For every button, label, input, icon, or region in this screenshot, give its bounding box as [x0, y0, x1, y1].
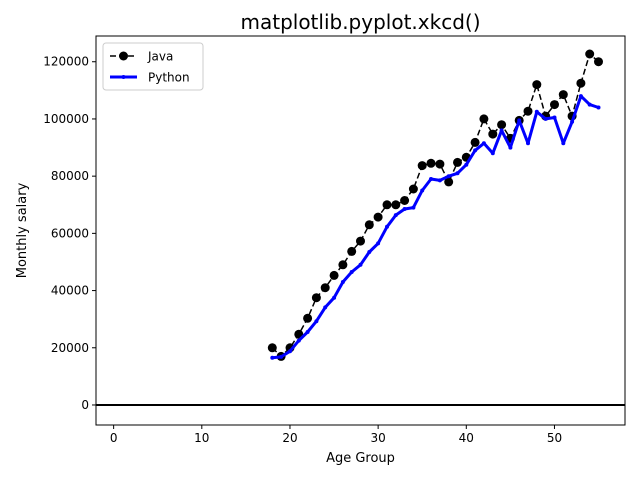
data-point-java [408, 184, 418, 194]
data-point-java [400, 196, 410, 205]
plot-area [96, 49, 625, 406]
data-point-python [376, 241, 381, 246]
data-point-java [585, 49, 595, 59]
data-point-python [596, 105, 601, 110]
data-point-python [508, 145, 513, 150]
data-point-python [393, 213, 398, 218]
data-point-java [523, 106, 533, 116]
y-tick-label: 60000 [51, 226, 89, 240]
data-point-java [303, 313, 313, 323]
data-point-java [497, 120, 507, 130]
data-point-java [550, 100, 559, 110]
data-point-python [455, 171, 460, 176]
data-point-java [453, 157, 462, 167]
data-point-python [534, 109, 539, 114]
x-axis: 0 10 20 30 40 50 [110, 425, 562, 445]
series-line-python [272, 94, 599, 360]
data-point-python [411, 205, 416, 210]
y-tick-label: 40000 [51, 284, 89, 298]
data-point-java [311, 293, 321, 303]
x-tick-label: 10 [194, 431, 209, 445]
legend-label-java: Java [147, 50, 173, 64]
data-point-java [391, 200, 401, 210]
data-point-python [420, 188, 425, 193]
data-point-python [437, 178, 442, 183]
y-axis: 0 20000 40000 60000 80000 100000 120000 [43, 55, 96, 412]
legend-marker-java [119, 51, 128, 61]
data-point-python [340, 280, 345, 284]
data-point-java [267, 343, 277, 353]
data-point-python [561, 141, 566, 146]
data-point-python [517, 118, 522, 123]
data-point-python [270, 355, 275, 360]
data-point-java [435, 159, 445, 169]
x-axis-label: Age Group [326, 451, 395, 466]
data-point-python [358, 262, 363, 267]
data-point-java [470, 137, 480, 147]
x-tick-label: 0 [110, 431, 118, 445]
x-tick-label: 30 [370, 431, 385, 445]
data-point-java [382, 200, 392, 210]
data-point-python [543, 116, 548, 121]
data-point-python [473, 148, 478, 153]
data-point-python [481, 141, 486, 146]
chart-title: matplotlib.pyplot.xkcd() [240, 10, 480, 34]
data-point-python [446, 174, 451, 179]
data-point-python [402, 207, 407, 211]
data-point-python [385, 224, 389, 229]
y-tick-label: 20000 [51, 341, 89, 355]
x-tick-label: 50 [547, 431, 562, 445]
data-point-java [417, 161, 427, 171]
y-tick-label: 100000 [43, 112, 89, 126]
data-point-python [288, 349, 292, 354]
legend-marker-python [121, 75, 126, 79]
data-point-java [488, 129, 498, 139]
data-point-python [552, 115, 557, 120]
data-point-java [594, 57, 603, 67]
data-point-python [323, 305, 328, 310]
y-tick-label: 120000 [43, 55, 89, 69]
data-point-java [320, 283, 330, 293]
data-point-java [364, 220, 374, 230]
data-point-python [305, 330, 310, 334]
data-point-python [526, 141, 530, 146]
data-point-java [356, 236, 365, 246]
data-point-java [558, 90, 568, 100]
data-point-python [367, 250, 372, 254]
data-point-java [576, 78, 586, 88]
data-point-python [296, 338, 301, 343]
data-point-python [578, 94, 583, 99]
data-point-python [332, 295, 337, 300]
y-axis-label: Monthly salary [15, 182, 30, 278]
y-tick-label: 80000 [51, 169, 89, 183]
data-point-java [444, 177, 454, 187]
data-point-python [499, 128, 504, 133]
data-point-java [347, 246, 357, 256]
data-point-java [338, 260, 348, 270]
data-point-python [490, 151, 495, 156]
data-point-python [429, 177, 433, 181]
data-point-java [426, 158, 436, 168]
data-point-java [532, 80, 542, 90]
data-point-python [314, 319, 319, 324]
data-point-python [464, 162, 469, 167]
x-tick-label: 20 [282, 431, 297, 445]
data-point-java [479, 114, 489, 124]
x-tick-label: 40 [459, 431, 474, 445]
data-point-java [373, 212, 383, 222]
legend: Java Python [102, 42, 204, 91]
data-point-python [570, 119, 575, 124]
legend-label-python: Python [148, 71, 190, 85]
y-tick-label: 0 [81, 398, 89, 412]
data-point-python [587, 102, 592, 107]
data-point-python [349, 270, 354, 274]
axes-frame [95, 35, 626, 426]
data-point-python [279, 354, 284, 359]
data-point-java [329, 270, 339, 280]
